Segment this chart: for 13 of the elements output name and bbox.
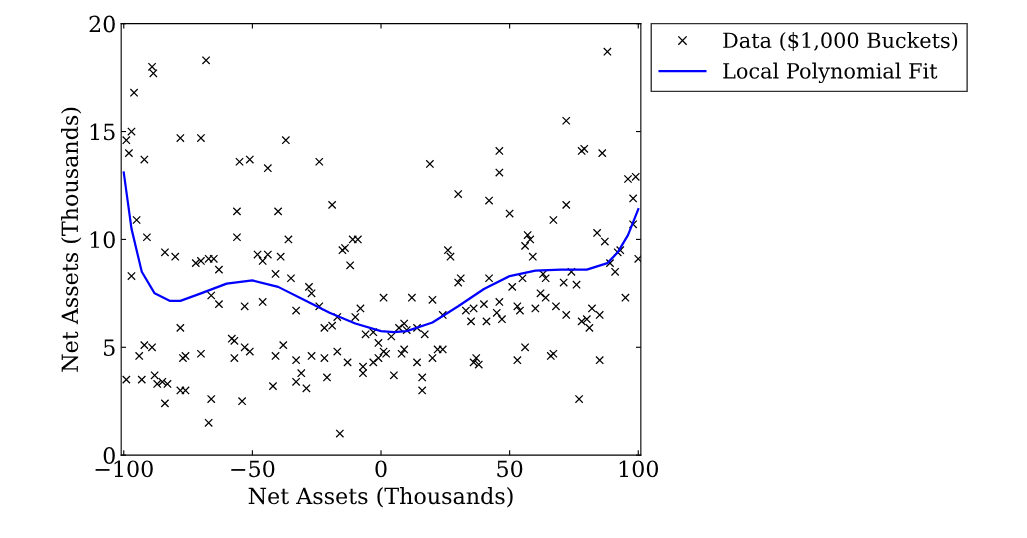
x-tick-label: 0 (375, 460, 387, 478)
y-tick-label: 5 (104, 339, 115, 357)
legend-label: Local Polynomial Fit (723, 62, 938, 84)
x-tick-label: 50 (497, 460, 523, 478)
x-axis-title: Net Assets (Thousands) (248, 487, 513, 508)
y-tick-label: 20 (89, 15, 115, 33)
y-tick-label: 15 (90, 123, 115, 141)
y-axis-title: Net Assets (Thousands) (60, 107, 82, 372)
line-series (122, 171, 640, 334)
x-tick-label: 100 (619, 460, 659, 478)
y-tick-label: 10 (90, 231, 115, 249)
x-tick-label: −50 (231, 460, 275, 478)
legend-label: Data ($1,000 Buckets) (723, 32, 958, 52)
